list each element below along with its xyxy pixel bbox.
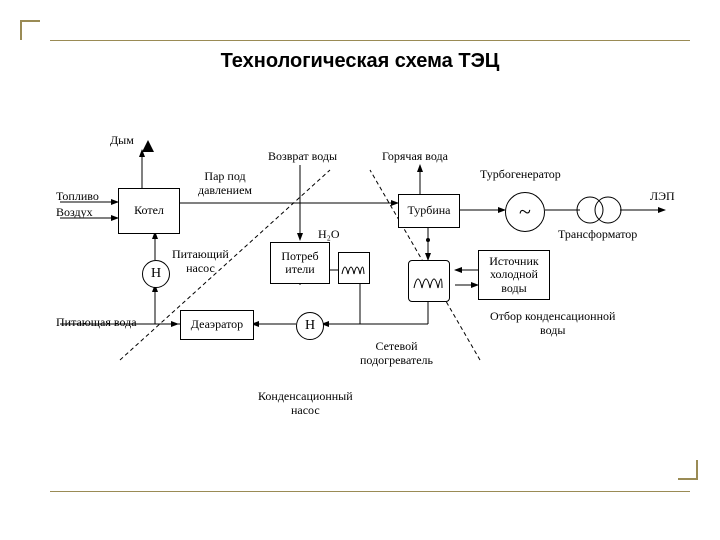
rule-bottom (50, 491, 690, 492)
label-hot-water: Горячая вода (382, 150, 448, 164)
pump-cond: Н (296, 312, 324, 340)
coil-1 (340, 258, 366, 278)
label-net-heater: Сетевой подогреватель (360, 340, 433, 368)
label-cond-pump: Конденсационный насос (258, 390, 353, 418)
node-cold-source: Источник холодной воды (478, 250, 550, 300)
label-fuel: Топливо (56, 190, 99, 204)
page: Технологическая схема ТЭЦ (0, 0, 720, 540)
label-lep: ЛЭП (650, 190, 675, 204)
corner-top-left (20, 20, 40, 40)
node-consumers: Потреб ители (270, 242, 330, 284)
node-boiler: Котел (118, 188, 180, 234)
label-cond-extract: Отбор конденсационной воды (490, 310, 615, 338)
label-feed-water: Питающая вода (56, 316, 137, 330)
corner-bottom-right (678, 460, 698, 480)
label-air: Воздух (56, 206, 93, 220)
diagram: Котел Потреб ители Турбина Источник холо… (60, 110, 680, 440)
label-turbogen: Турбогенератор (480, 168, 561, 182)
pump-feed: Н (142, 260, 170, 288)
generator: ~ (505, 192, 545, 232)
coil-2 (412, 268, 444, 292)
label-feed-pump: Питающий насос (172, 248, 229, 276)
label-h2o: H₂O (318, 228, 340, 242)
rule-top (50, 40, 690, 41)
label-water-return: Возврат воды (268, 150, 337, 164)
page-title: Технологическая схема ТЭЦ (0, 50, 720, 73)
node-deaerator: Деаэратор (180, 310, 254, 340)
label-steam: Пар под давлением (198, 170, 252, 198)
label-smoke: Дым (110, 134, 134, 148)
node-turbine: Турбина (398, 194, 460, 228)
label-transformer: Трансформатор (558, 228, 637, 242)
